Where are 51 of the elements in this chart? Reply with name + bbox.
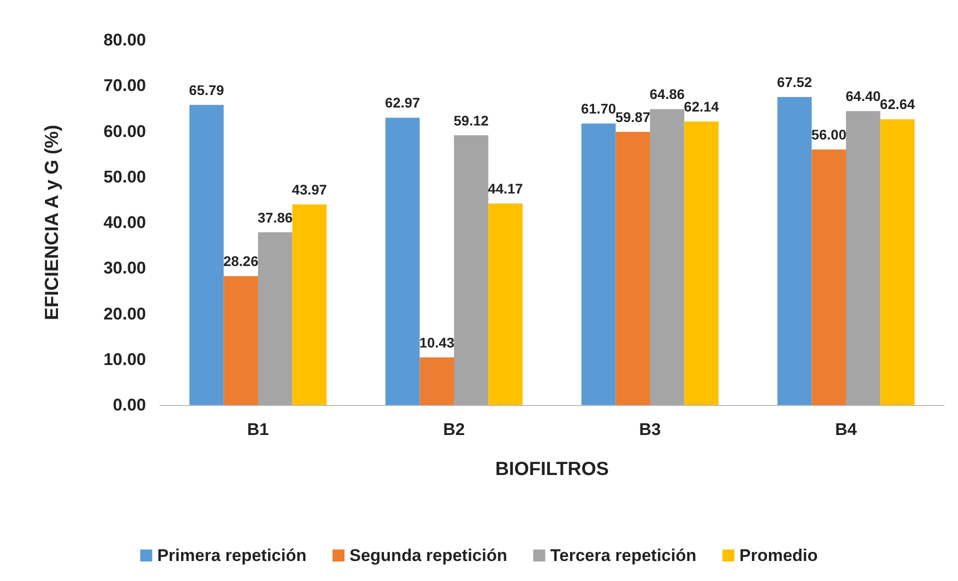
data-label: 56.00 — [811, 126, 847, 142]
bar — [846, 111, 880, 405]
data-label: 67.52 — [777, 74, 812, 90]
bar — [258, 232, 292, 405]
data-label: 64.86 — [650, 86, 685, 102]
bar — [581, 123, 616, 405]
data-label: 65.79 — [189, 82, 224, 98]
data-label: 44.17 — [488, 180, 524, 196]
legend-label: Primera repetición — [157, 546, 306, 565]
data-label: 37.86 — [258, 209, 293, 226]
bar — [880, 119, 915, 405]
y-axis-title: EFICIENCIA A y G (%) — [42, 124, 63, 320]
y-tick-label: 10.00 — [103, 350, 146, 369]
data-label: 43.97 — [292, 181, 328, 198]
y-tick-label: 0.00 — [112, 396, 146, 414]
y-tick-label: 50.00 — [103, 167, 146, 186]
y-tick-label: 40.00 — [103, 213, 146, 232]
data-label: 62.97 — [385, 94, 420, 111]
x-tick-label: B2 — [443, 420, 465, 439]
data-label: 59.87 — [615, 108, 651, 125]
data-label: 61.70 — [581, 100, 616, 116]
bar — [189, 104, 224, 405]
legend-label: Segunda repetición — [350, 546, 508, 565]
bar — [420, 357, 454, 405]
x-axis-title: BIOFILTROS — [495, 459, 609, 480]
data-label: 62.64 — [880, 96, 916, 112]
x-tick-label: B4 — [835, 420, 858, 439]
bar — [224, 276, 258, 405]
data-label: 28.26 — [223, 253, 259, 270]
data-label: 64.40 — [846, 88, 881, 104]
legend-label: Tercera repetición — [550, 546, 696, 565]
x-tick-label: B3 — [639, 420, 661, 439]
bar — [292, 204, 327, 405]
bar — [488, 203, 523, 405]
data-label: 62.14 — [684, 98, 720, 114]
data-label: 59.12 — [454, 112, 489, 128]
y-tick-label: 80.00 — [103, 30, 146, 50]
bar — [777, 96, 812, 405]
y-tick-label: 60.00 — [103, 122, 146, 141]
y-tick-label: 20.00 — [103, 304, 146, 324]
y-tick-label: 30.00 — [103, 258, 146, 278]
legend-label: Promedio — [739, 546, 818, 565]
bar — [684, 121, 719, 405]
bar — [616, 132, 650, 405]
bar — [650, 109, 684, 405]
y-tick-label: 70.00 — [103, 76, 146, 96]
bar — [812, 150, 846, 405]
data-label: 10.43 — [419, 334, 455, 350]
x-tick-label: B1 — [247, 420, 269, 439]
bar — [454, 135, 488, 405]
bar — [385, 118, 420, 405]
